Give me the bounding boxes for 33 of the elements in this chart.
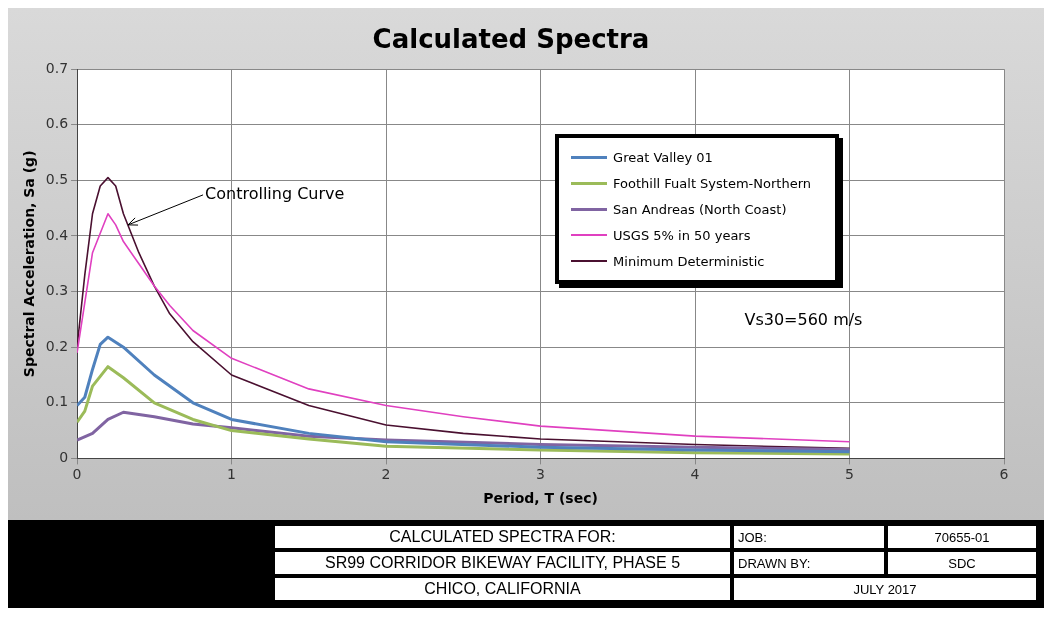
y-tick-label: 0 <box>59 449 69 466</box>
y-tick-label: 0.1 <box>45 393 69 410</box>
legend-label: Great Valley 01 <box>613 149 713 165</box>
x-tick-label: 2 <box>381 466 391 483</box>
text: DRAWN BY: <box>734 552 884 574</box>
text: SR99 CORRIDOR BIKEWAY FACILITY, PHASE 5 <box>275 552 730 574</box>
text: CHICO, CALIFORNIA <box>275 578 730 600</box>
y-tick-label: 0.4 <box>45 226 69 243</box>
annotation: Vs30=560 m/s <box>744 310 863 330</box>
text: SDC <box>888 552 1036 574</box>
legend-label: Foothill Fualt System-Northern <box>613 175 811 191</box>
x-tick-label: 5 <box>845 466 854 483</box>
y-tick-label: 0.6 <box>45 115 69 132</box>
y-tick-label: 0.2 <box>45 337 69 354</box>
text: 70655-01 <box>888 526 1036 548</box>
y-tick-label: 0.3 <box>45 282 69 299</box>
text: JOB: <box>734 526 884 548</box>
y-axis-title: Spectral Acceleration, Sa (g) <box>21 150 38 378</box>
x-tick-label: 0 <box>72 466 82 483</box>
legend-label: San Andreas (North Coast) <box>613 201 787 217</box>
legend-label: USGS 5% in 50 years <box>613 227 751 243</box>
x-tick-label: 4 <box>690 466 700 483</box>
x-tick-label: 1 <box>227 466 237 483</box>
chart-title: Calculated Spectra <box>372 24 650 55</box>
text: CALCULATED SPECTRA FOR: <box>275 526 730 548</box>
x-tick-label: 3 <box>536 466 545 483</box>
y-tick-label: 0.7 <box>45 59 69 76</box>
y-tick-label: 0.5 <box>45 171 69 188</box>
text: JULY 2017 <box>734 578 1036 600</box>
annotation: Controlling Curve <box>205 184 345 204</box>
x-axis-title: Period, T (sec) <box>483 490 598 507</box>
legend-label: Minimum Deterministic <box>613 253 765 269</box>
x-tick-label: 6 <box>999 466 1009 483</box>
